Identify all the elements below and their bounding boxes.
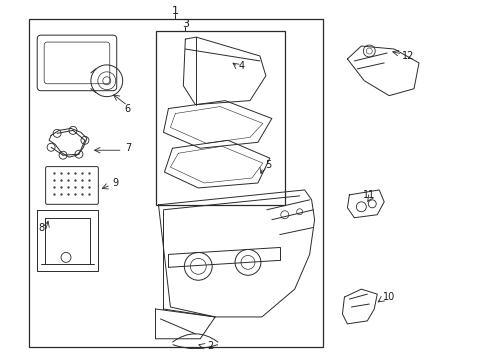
Bar	[155, 31, 284, 205]
Text: 3: 3	[182, 19, 188, 29]
Text: 4: 4	[239, 61, 244, 71]
Text: 9: 9	[112, 178, 119, 188]
Text: 7: 7	[125, 143, 132, 153]
Bar	[29, 19, 322, 347]
Text: 2: 2	[206, 341, 213, 351]
Text: 12: 12	[401, 51, 413, 61]
Text: 8: 8	[38, 222, 44, 233]
Text: 1: 1	[172, 6, 179, 16]
Text: 11: 11	[363, 190, 375, 200]
Text: 10: 10	[382, 292, 394, 302]
Text: 6: 6	[124, 104, 130, 113]
FancyArrowPatch shape	[173, 345, 217, 349]
Text: 5: 5	[264, 160, 270, 170]
FancyArrowPatch shape	[172, 334, 218, 342]
